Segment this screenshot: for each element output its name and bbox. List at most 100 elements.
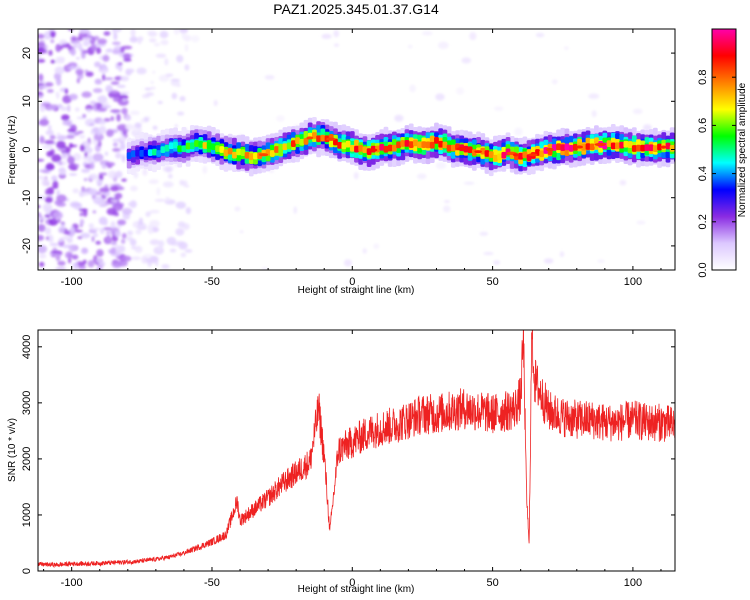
noise-blob [177,111,185,116]
noise-blob [437,41,449,50]
noise-blob [121,154,126,163]
ridge-segment [391,144,397,152]
noise-blob [44,140,55,145]
noise-blob [93,133,104,141]
noise-blob [46,187,55,196]
snr-ytick-label: 4000 [21,335,33,359]
noise-blob [123,91,130,95]
noise-blob [38,176,46,180]
noise-blob [180,252,187,258]
noise-blob [81,247,89,255]
noise-blob [129,200,137,209]
noise-blob [184,44,189,52]
noise-blob [158,240,165,248]
noise-blob [175,201,187,209]
noise-blob [44,196,53,204]
noise-blob [68,244,78,252]
noise-blob [483,252,494,255]
noise-blob [239,230,244,233]
noise-blob [57,148,66,152]
noise-blob [117,62,123,66]
spectrogram-xlabel: Height of straight line (km) [298,285,415,296]
noise-blob [51,154,62,163]
noise-blob [158,74,170,82]
noise-blob [321,33,332,39]
noise-blob [111,235,119,242]
noise-blob [82,40,90,47]
noise-blob [145,259,154,264]
noise-blob [48,234,54,243]
ridge-segment [636,144,641,152]
ridge-segment [644,144,650,151]
noise-blob [86,108,92,113]
noise-blob [173,29,180,35]
noise-blob [57,218,61,223]
noise-blob [81,91,92,98]
noise-blob [50,59,56,64]
ridge-segment [278,146,284,153]
ridge-segment [274,146,279,153]
colorbar-gradient [711,28,737,271]
noise-blob [150,81,154,84]
noise-blob [102,73,106,81]
ridge-peak [258,153,269,157]
noise-blob [343,259,353,267]
ridge-peak [474,150,482,154]
noise-blob [96,46,102,55]
noise-blob [45,189,49,196]
noise-blob [409,84,416,93]
noise-blob [56,194,67,203]
noise-blob [67,152,71,157]
noise-blob [110,199,119,202]
noise-blob [51,175,58,182]
noise-blob [174,124,178,128]
noise-blob [81,168,91,173]
ridge-segment [615,142,620,150]
noise-blob [56,135,67,141]
noise-blob [461,57,472,64]
ridge-segment [240,149,246,156]
ridge-segment [135,149,141,157]
noise-blob [39,105,46,112]
noise-blob [102,54,110,62]
noise-blob [92,153,104,162]
noise-blob [179,29,189,34]
ridge-segment [606,140,612,148]
noise-blob [72,229,83,233]
noise-blob [72,188,79,194]
ridge-peak [326,137,336,141]
ridge-segment [286,142,292,150]
noise-blob [131,256,142,260]
snr-xtick-label: 0 [349,577,355,589]
noise-blob [88,173,99,181]
noise-blob [106,234,111,243]
noise-blob [333,30,339,38]
noise-blob [55,267,67,270]
ridge-peak [575,145,583,149]
noise-blob [79,219,85,225]
noise-blob [138,217,143,225]
noise-blob [202,165,208,174]
noise-blob [89,123,95,126]
noise-blob [56,132,61,137]
noise-blob [58,237,63,243]
noise-blob [121,232,127,239]
ridge-segment [383,145,389,153]
ridge-segment [215,145,220,152]
noise-blob [38,195,47,200]
ridge-segment [219,146,225,153]
noise-blob [38,216,42,223]
noise-blob [112,49,121,55]
noise-blob [73,131,81,136]
ridge-segment [564,143,570,151]
noise-blob [469,32,477,41]
noise-blob [119,142,126,151]
ridge-segment [493,154,498,162]
ridge-segment [400,140,406,147]
ridge-segment [501,151,507,159]
colorbar: 0.0 0.2 0.4 0.6 0.8 Normalized spectral ampl… [697,28,748,278]
noise-blob [67,62,78,68]
noise-blob [110,90,119,94]
